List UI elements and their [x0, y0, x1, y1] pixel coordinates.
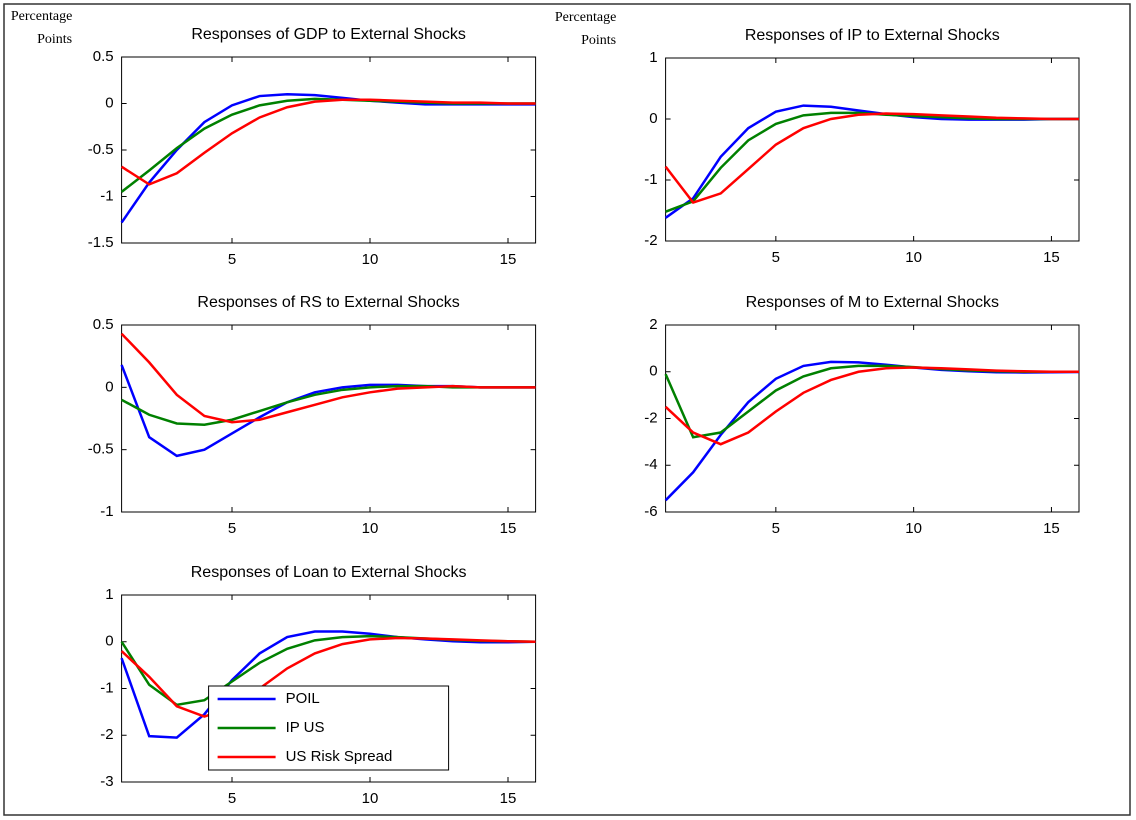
y-tick-label: 0.5 — [93, 48, 114, 65]
x-tick-label: 15 — [500, 251, 517, 268]
y-tick-label: -2 — [644, 409, 657, 426]
x-tick-label: 10 — [905, 520, 922, 537]
y-tick-label: 2 — [649, 316, 657, 333]
y-tick-label: 0.5 — [93, 316, 114, 333]
chart-title: Responses of GDP to External Shocks — [191, 26, 466, 43]
y-axis-label: Percentage — [555, 10, 616, 25]
x-tick-label: 5 — [772, 249, 780, 266]
y-tick-label: -1 — [644, 171, 657, 188]
y-tick-label: 1 — [105, 586, 113, 603]
y-tick-label: 0 — [105, 378, 113, 395]
y-tick-label: -1 — [100, 503, 113, 520]
y-tick-label: -4 — [644, 456, 657, 473]
y-tick-label: 0 — [105, 633, 113, 650]
series-line — [120, 98, 536, 186]
axes — [121, 56, 537, 244]
x-tick-label: 15 — [1043, 249, 1060, 266]
chart-title: Responses of RS to External Shocks — [197, 294, 459, 311]
series-line — [120, 630, 536, 739]
series-line — [664, 366, 1079, 446]
y-axis-label: Percentage — [11, 9, 72, 24]
x-tick-label: 10 — [362, 251, 379, 268]
axes — [665, 324, 1080, 513]
y-tick-label: 0 — [105, 94, 113, 111]
axes — [665, 57, 1080, 242]
legend-label: US Risk Spread — [286, 748, 393, 765]
y-tick-label: 0 — [649, 110, 657, 127]
x-tick-label: 10 — [362, 520, 379, 537]
y-axis-label: Points — [581, 33, 616, 48]
series-line — [120, 332, 536, 424]
axes — [121, 324, 537, 513]
y-tick-label: -2 — [100, 726, 113, 743]
x-tick-label: 5 — [228, 790, 236, 807]
x-tick-label: 5 — [228, 251, 236, 268]
chart-title: Responses of M to External Shocks — [746, 294, 999, 311]
legend-label: IP US — [286, 719, 325, 736]
y-tick-label: -0.5 — [88, 141, 114, 158]
chart-title: Responses of Loan to External Shocks — [191, 564, 467, 581]
x-tick-label: 10 — [905, 249, 922, 266]
chart-title: Responses of IP to External Shocks — [745, 27, 1000, 44]
y-tick-label: 1 — [649, 49, 657, 66]
y-tick-label: -6 — [644, 503, 657, 520]
y-tick-label: 0 — [649, 363, 657, 380]
y-tick-label: -1 — [100, 679, 113, 696]
series-line — [664, 112, 1079, 205]
y-tick-label: -0.5 — [88, 441, 114, 458]
y-axis-label: Points — [37, 32, 72, 47]
x-tick-label: 10 — [362, 790, 379, 807]
y-tick-label: -1 — [100, 187, 113, 204]
x-tick-label: 15 — [1043, 520, 1060, 537]
y-tick-label: -1.5 — [88, 234, 114, 251]
legend-label: POIL — [286, 690, 320, 707]
y-tick-label: -3 — [100, 773, 113, 790]
x-tick-label: 15 — [500, 520, 517, 537]
y-tick-label: -2 — [644, 232, 657, 249]
x-tick-label: 15 — [500, 790, 517, 807]
x-tick-label: 5 — [228, 520, 236, 537]
series-line — [120, 636, 536, 718]
x-tick-label: 5 — [772, 520, 780, 537]
